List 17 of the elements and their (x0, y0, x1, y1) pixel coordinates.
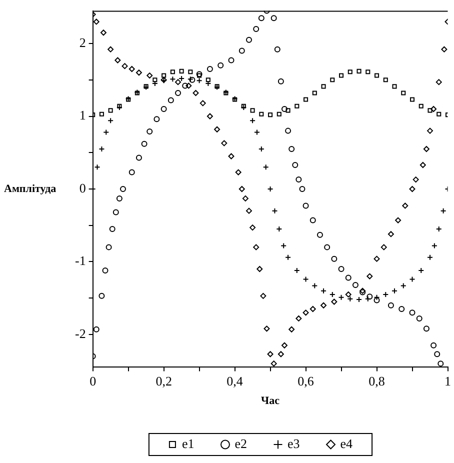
x-tick-label: 0,4 (226, 373, 244, 388)
x-tick-label: 0,6 (298, 373, 314, 388)
legend-label: e4 (340, 436, 354, 451)
y-tick-label: -1 (74, 253, 86, 268)
legend-label: e1 (182, 436, 194, 451)
x-tick-label: 0,2 (156, 373, 172, 388)
legend-label: e3 (288, 436, 300, 451)
x-tick-label: 0 (90, 373, 96, 388)
x-tick-label: 0,8 (368, 373, 385, 388)
legend-label: e2 (234, 436, 248, 451)
y-tick-label: 1 (79, 108, 86, 123)
y-tick-label: -2 (74, 326, 86, 341)
y-axis-title: Амплітуда (4, 182, 57, 195)
x-tick-label: 1 (444, 373, 451, 388)
y-tick-label: 0 (79, 180, 86, 196)
x-axis-title: Час (261, 395, 280, 408)
y-tick-label: 2 (79, 34, 86, 50)
